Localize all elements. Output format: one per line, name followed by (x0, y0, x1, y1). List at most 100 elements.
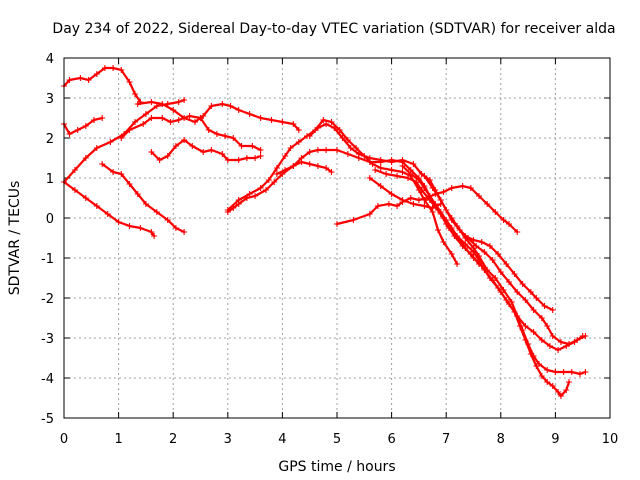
data-point-marker (290, 121, 297, 127)
data-point-marker (320, 117, 327, 123)
series-arc-11 (273, 159, 335, 177)
data-point-marker (347, 145, 354, 151)
data-point-marker (344, 151, 351, 157)
data-point-marker (514, 289, 521, 295)
data-point-marker (577, 371, 583, 377)
x-axis-label: GPS time / hours (278, 459, 395, 475)
data-point-marker (328, 119, 335, 125)
data-point-marker (273, 171, 280, 177)
data-point-marker (151, 233, 158, 239)
data-point-marker (328, 169, 335, 175)
x-tick-label: 8 (497, 432, 505, 447)
series-arc-10 (224, 117, 461, 267)
data-point-marker (410, 161, 417, 167)
data-point-marker (82, 195, 89, 201)
x-tick-label: 9 (551, 432, 559, 447)
data-point-marker (118, 135, 125, 141)
data-point-marker (410, 201, 417, 207)
series-arc-14 (366, 175, 444, 211)
data-point-marker (71, 187, 78, 193)
data-point-marker (549, 383, 556, 389)
data-point-marker (314, 163, 321, 169)
data-point-marker (126, 223, 133, 229)
x-tick-label: 3 (224, 432, 232, 447)
data-point-marker (426, 193, 433, 199)
data-point-marker (399, 163, 406, 169)
y-tick-label: 1 (46, 172, 54, 187)
data-point-marker (574, 337, 581, 343)
y-tick-label: -4 (41, 372, 54, 387)
data-point-marker (448, 185, 455, 191)
x-tick-label: 1 (114, 432, 122, 447)
series-line (62, 66, 142, 104)
chart-title: Day 234 of 2022, Sidereal Day-to-day VTE… (52, 21, 615, 37)
data-point-marker (514, 229, 521, 235)
data-point-marker (470, 255, 477, 261)
data-point-marker (298, 159, 305, 165)
data-point-marker (71, 167, 78, 173)
data-point-marker (516, 323, 523, 329)
y-axis-label: SDTVAR / TECUs (7, 181, 23, 296)
data-point-marker (503, 261, 510, 267)
data-point-marker (222, 133, 229, 139)
data-point-marker (235, 157, 242, 163)
series-line (62, 98, 186, 184)
data-point-marker (415, 197, 422, 203)
data-point-marker (66, 131, 73, 137)
data-point-marker (563, 387, 570, 393)
data-point-marker (527, 289, 534, 295)
x-tick-label: 2 (169, 432, 177, 447)
data-point-marker (271, 179, 278, 185)
data-point-marker (140, 121, 147, 127)
data-point-marker (462, 233, 469, 239)
data-point-marker (437, 197, 444, 203)
data-point-marker (252, 155, 259, 161)
data-point-marker (344, 137, 351, 143)
data-point-marker (99, 115, 106, 121)
data-point-marker (541, 303, 548, 309)
data-point-marker (366, 155, 373, 161)
data-point-marker (394, 203, 401, 209)
data-point-marker (263, 187, 269, 193)
series-line (423, 174, 587, 346)
data-point-marker (495, 251, 502, 257)
data-point-marker (519, 281, 526, 287)
data-point-marker (101, 65, 108, 71)
data-point-marker (527, 351, 534, 357)
data-point-marker (323, 121, 330, 127)
series-line (226, 148, 481, 266)
series-arc-17 (421, 173, 589, 347)
data-point-marker (93, 203, 100, 209)
data-point-marker (560, 369, 567, 375)
data-point-marker (399, 197, 406, 203)
data-point-marker (257, 153, 264, 159)
data-point-marker (77, 75, 84, 81)
grid-lines (64, 58, 610, 418)
data-point-marker (555, 389, 562, 395)
data-point-marker (172, 143, 179, 149)
data-point-marker (459, 183, 466, 189)
data-point-marker (85, 77, 92, 83)
data-point-marker (235, 197, 242, 203)
data-point-marker (407, 171, 414, 177)
data-point-marker (506, 279, 512, 285)
data-point-marker (181, 137, 188, 143)
series-arc-1 (61, 65, 144, 105)
series-arc-3 (61, 97, 188, 185)
data-point-marker (279, 119, 286, 125)
data-point-marker (582, 369, 589, 375)
data-point-marker (134, 101, 141, 107)
data-point-marker (257, 147, 264, 153)
data-point-marker (555, 347, 562, 353)
data-point-marker (522, 337, 529, 343)
series-arc-18 (462, 233, 556, 313)
data-point-marker (377, 165, 384, 171)
data-point-marker (366, 175, 373, 181)
data-point-marker (544, 379, 551, 385)
data-point-marker (126, 181, 133, 187)
data-point-marker (159, 115, 166, 121)
data-point-marker (489, 277, 496, 283)
data-point-marker (448, 217, 455, 223)
